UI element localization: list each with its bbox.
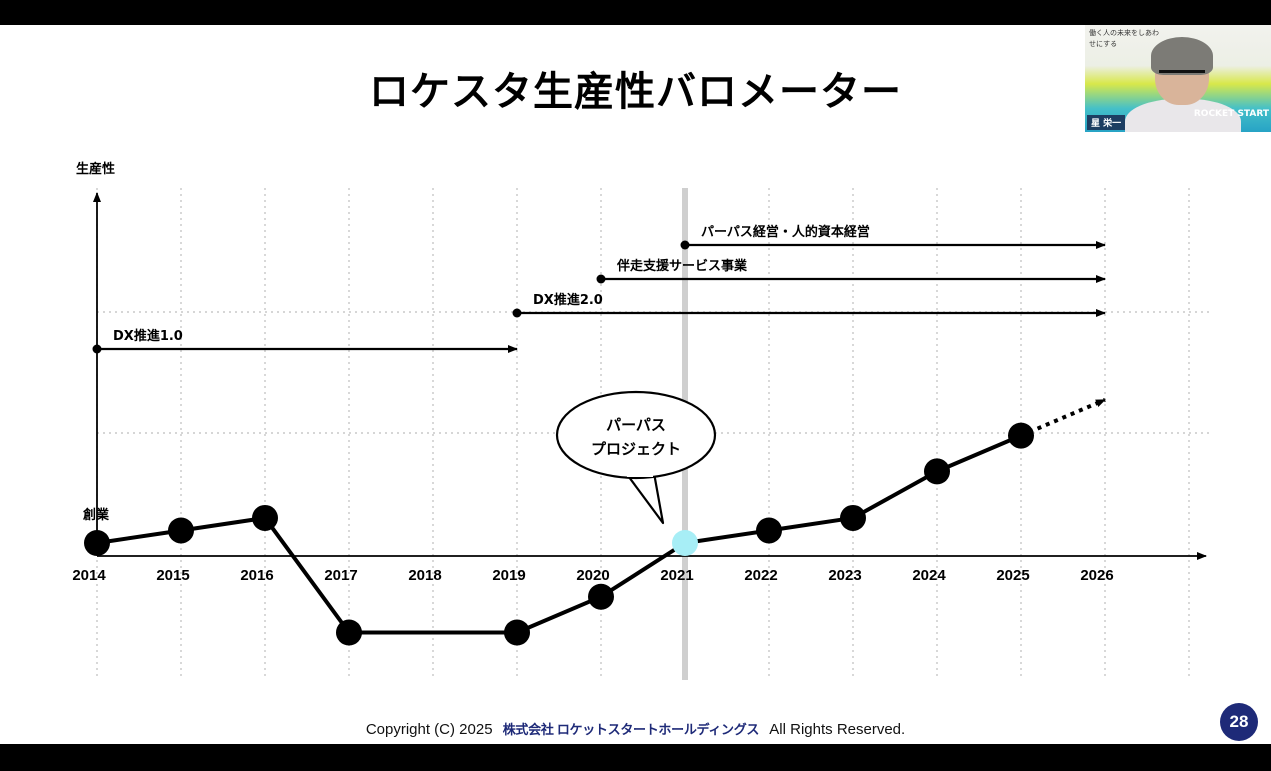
- callout-joint: [627, 469, 653, 477]
- page-number-badge: 28: [1220, 703, 1258, 741]
- x-tick-label: 2019: [492, 567, 525, 584]
- speaker-hair: [1151, 37, 1213, 75]
- data-point-highlight: [672, 530, 698, 556]
- x-tick-label: 2025: [996, 567, 1029, 584]
- data-point: [840, 504, 866, 531]
- series-line: [96, 433, 1022, 635]
- x-tick-label: 2022: [744, 567, 777, 584]
- initiative-start-dot: [596, 274, 606, 284]
- x-tick-label: 2014: [72, 567, 106, 584]
- y-axis-label: 生産性: [76, 161, 115, 177]
- data-point: [84, 530, 110, 556]
- x-tick-label: 2018: [408, 567, 441, 584]
- x-tick-label: 2020: [576, 567, 609, 584]
- x-tick-label: 2021: [660, 567, 693, 584]
- data-point: [756, 517, 782, 544]
- speaker-glasses: [1159, 70, 1205, 83]
- start-label: 創業: [82, 507, 110, 523]
- callout-bubble: [555, 390, 717, 480]
- x-tick-label: 2017: [324, 567, 357, 584]
- initiative-label: パーパス経営・人的資本経営: [701, 224, 870, 240]
- data-point: [252, 504, 278, 531]
- speaker-name-tag: 星 栄一: [1087, 115, 1126, 130]
- series-layer: [84, 397, 1106, 646]
- data-point: [168, 517, 194, 544]
- initiative-start-dot: [680, 240, 690, 250]
- initiative-label: DX推進1.0: [113, 328, 183, 344]
- x-tick-label: 2026: [1080, 567, 1113, 584]
- video-tagline: 働く人の未来をしあわせにする: [1089, 29, 1159, 48]
- axis-layer: [93, 192, 1207, 560]
- callout-text: プロジェクト: [591, 440, 681, 458]
- initiative-start-dot: [512, 308, 522, 318]
- label-layer: 生産性 2014 2015 2016 2017 2018 2019 2020 2021 2022 2…: [72, 161, 1113, 584]
- footer-rights: All Rights Reserved.: [769, 721, 906, 738]
- data-point: [588, 583, 614, 610]
- speaker-video-tile: 働く人の未来をしあわせにする ROCKET START 星 栄一: [1085, 25, 1271, 132]
- data-point: [504, 619, 530, 646]
- footer-copyright: Copyright (C) 2025: [365, 721, 493, 738]
- slide: ロケスタ生産性バロメーター パーパス経営・人的資本経営伴走支援サービス事業 DX推…: [0, 25, 1271, 744]
- x-tick-label: 2023: [828, 567, 861, 584]
- x-tick-label: 2024: [912, 567, 946, 584]
- x-tick-label: 2016: [240, 567, 273, 584]
- callout-text: パーパス: [606, 416, 666, 434]
- slide-title: ロケスタ生産性バロメーター: [369, 69, 902, 115]
- footer-company: 株式会社 ロケットスタートホールディングス: [502, 722, 760, 737]
- initiative-label: DX推進2.0: [533, 292, 603, 308]
- slide-footer: Copyright (C) 2025 株式会社 ロケットスタートホールディングス…: [0, 719, 1271, 738]
- data-point: [1008, 422, 1034, 449]
- initiative-start-dot: [92, 344, 102, 354]
- video-brand: ROCKET START: [1193, 109, 1269, 119]
- data-point: [924, 458, 950, 485]
- callout-tail: [625, 472, 665, 525]
- data-point: [336, 619, 362, 646]
- projection-arrow: [1020, 397, 1106, 438]
- initiative-label: 伴走支援サービス事業: [616, 258, 748, 274]
- x-tick-label: 2015: [156, 567, 189, 584]
